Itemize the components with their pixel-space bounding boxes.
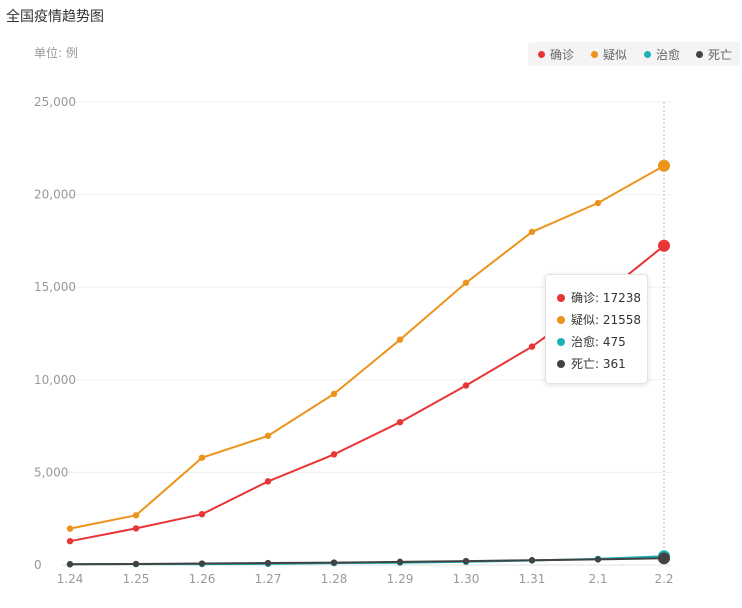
legend-label-dead: 死亡 [708,48,733,62]
x-tick-label: 2.2 [654,572,673,586]
data-point-series-1 [462,279,470,286]
tooltip-dot-suspected [557,315,565,324]
x-tick-label: 1.26 [189,572,216,586]
data-point-series-3 [462,557,470,565]
data-point-series-1 [396,336,404,343]
series-line-1 [69,164,665,530]
data-point-series-0 [330,451,338,458]
data-point-series-1 [264,432,272,440]
x-tick-label: 1.28 [321,572,348,586]
y-tick-label: 10,000 [34,373,76,387]
tooltip-row-dead: 死亡: 361 [557,355,626,372]
data-point-series-1 [594,199,602,207]
tooltip-text-suspected: 疑似: 21558 [571,313,642,327]
data-point-series-1 [198,454,206,461]
x-tick-label: 2.1 [588,572,607,586]
tooltip-text-cured: 治愈: 475 [571,335,626,349]
data-point-series-0 [264,478,272,485]
data-point-series-1 [528,228,536,236]
legend-dot-cured [644,51,651,58]
data-point-series-0 [396,418,404,426]
x-tick-label: 1.29 [387,572,414,586]
legend-item-confirmed[interactable]: 确诊 [538,46,574,63]
data-point-series-0 [66,537,74,545]
chart-title: 全国疫情趋势图 [6,9,104,25]
y-tick-label: 0 [34,558,42,572]
data-point-series-0 [658,239,670,252]
x-tick-label: 1.24 [57,572,84,586]
data-point-series-3 [658,552,670,565]
tooltip-dot-cured [557,337,565,346]
tooltip-text-confirmed: 确诊: 17238 [571,291,642,305]
tooltip-dot-confirmed [557,293,565,302]
y-tick-label: 15,000 [34,280,76,294]
data-point-series-3 [132,560,140,568]
legend-label-suspected: 疑似 [603,48,628,62]
data-point-series-1 [132,512,140,519]
data-point-series-3 [528,557,536,564]
legend-label-confirmed: 确诊 [550,48,575,62]
y-tick-label: 25,000 [34,95,76,109]
data-point-series-1 [658,159,670,172]
legend-dot-suspected [591,51,598,58]
tooltip: 确诊: 17238 疑似: 21558 治愈: 475 死亡: 361 [545,274,648,384]
legend-item-cured[interactable]: 治愈 [644,46,680,63]
series-line-3 [69,557,665,566]
data-point-series-0 [132,525,140,532]
data-point-series-3 [264,559,272,567]
y-tick-label: 20,000 [34,188,76,202]
legend-dot-dead [696,51,703,58]
y-axis-unit-label: 单位: 例 [34,46,78,60]
tooltip-text-dead: 死亡: 361 [571,357,626,371]
data-point-series-3 [330,559,338,566]
data-point-series-0 [198,510,206,518]
legend: 确诊 疑似 治愈 死亡 [528,42,740,66]
legend-item-suspected[interactable]: 疑似 [591,46,627,63]
data-point-series-3 [198,560,206,567]
tooltip-dot-dead [557,359,565,368]
data-point-series-1 [330,390,338,398]
tooltip-row-confirmed: 确诊: 17238 [557,289,641,306]
legend-dot-confirmed [538,51,545,58]
data-point-series-0 [528,343,536,350]
x-tick-label: 1.30 [453,572,480,586]
data-point-series-3 [66,561,74,568]
data-point-series-3 [396,558,404,566]
x-tick-label: 1.27 [255,572,282,586]
y-tick-label: 5,000 [34,465,68,479]
x-tick-label: 1.31 [519,572,546,586]
tooltip-row-suspected: 疑似: 21558 [557,311,641,328]
data-point-series-1 [66,525,74,532]
data-point-series-3 [594,556,602,563]
legend-label-cured: 治愈 [656,48,681,62]
x-tick-label: 1.25 [123,572,150,586]
tooltip-row-cured: 治愈: 475 [557,333,626,350]
data-point-series-0 [462,382,470,389]
legend-item-dead[interactable]: 死亡 [696,46,732,63]
